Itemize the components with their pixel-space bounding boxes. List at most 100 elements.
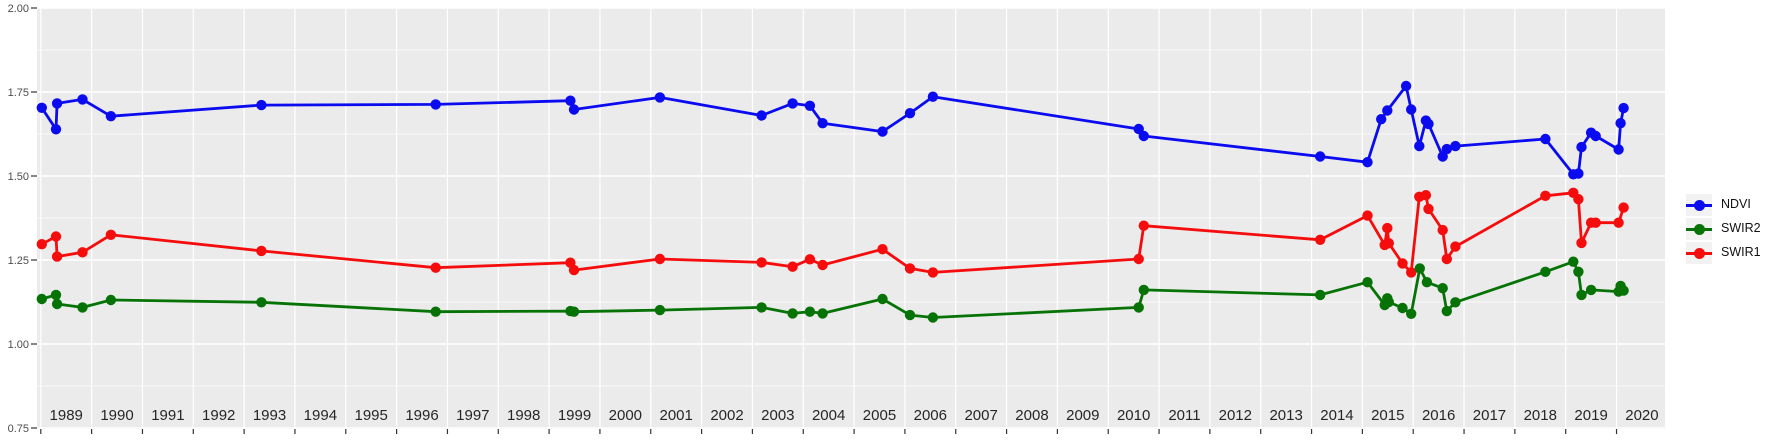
data-point-NDVI <box>1540 133 1551 145</box>
data-point-SWIR2 <box>1540 266 1551 277</box>
x-axis-label: 2017 <box>1473 407 1506 424</box>
x-axis-label: 1999 <box>558 407 591 424</box>
data-point-NDVI <box>1406 104 1417 115</box>
data-point-SWIR2 <box>817 308 828 319</box>
x-axis-label: 2004 <box>812 407 845 424</box>
x-axis-label: 2005 <box>863 407 896 424</box>
data-point-SWIR2 <box>50 289 62 301</box>
data-point-SWIR2 <box>36 293 47 305</box>
x-axis-label: 2014 <box>1320 407 1353 424</box>
x-axis-label: 2012 <box>1219 407 1252 424</box>
data-point-SWIR1 <box>1138 220 1150 231</box>
data-point-SWIR1 <box>654 253 666 265</box>
data-point-SWIR2 <box>1585 284 1597 296</box>
data-point-SWIR2 <box>1397 302 1408 314</box>
data-point-SWIR2 <box>1576 289 1587 301</box>
data-point-SWIR2 <box>568 306 580 317</box>
data-point-SWIR2 <box>877 293 888 305</box>
data-point-SWIR1 <box>904 263 916 274</box>
x-axis-label: 2018 <box>1524 407 1557 424</box>
data-point-NDVI <box>787 98 798 109</box>
x-axis-label: 2010 <box>1117 407 1150 424</box>
legend-key-dot <box>1694 199 1705 211</box>
x-axis-label: 2003 <box>761 407 794 424</box>
legend-key-icon <box>1686 241 1712 264</box>
data-point-NDVI <box>1441 143 1453 155</box>
data-point-SWIR2 <box>1573 266 1584 277</box>
x-axis-label: 2002 <box>710 407 743 424</box>
legend-label: SWIR1 <box>1721 245 1761 260</box>
y-axis-label: 1.25 <box>8 255 29 267</box>
data-point-SWIR2 <box>787 308 798 319</box>
data-point-SWIR2 <box>1383 296 1395 308</box>
data-point-SWIR2 <box>1568 256 1579 267</box>
data-point-SWIR1 <box>817 259 828 271</box>
data-point-NDVI <box>877 126 888 137</box>
x-axis-label: 2009 <box>1066 407 1099 424</box>
data-point-NDVI <box>817 118 828 129</box>
data-point-SWIR2 <box>654 304 666 316</box>
x-axis-label: 2019 <box>1574 407 1607 424</box>
data-point-SWIR2 <box>1450 297 1461 308</box>
x-axis-label: 2001 <box>659 407 692 424</box>
data-point-SWIR1 <box>1441 253 1453 265</box>
data-point-SWIR1 <box>1540 190 1551 201</box>
data-point-SWIR1 <box>1397 258 1408 269</box>
data-point-SWIR1 <box>1618 202 1629 213</box>
x-axis-label: 1989 <box>50 407 83 424</box>
y-axis-label: 1.75 <box>8 87 29 99</box>
data-point-NDVI <box>927 91 939 102</box>
data-point-NDVI <box>1362 157 1373 168</box>
data-point-SWIR1 <box>256 245 267 257</box>
data-point-NDVI <box>1414 140 1425 152</box>
data-point-SWIR1 <box>1315 234 1326 245</box>
data-point-SWIR2 <box>1441 305 1453 317</box>
data-point-SWIR1 <box>105 229 117 240</box>
data-point-SWIR1 <box>51 251 63 262</box>
data-point-SWIR2 <box>1138 284 1150 296</box>
data-point-SWIR2 <box>1315 289 1326 301</box>
data-point-SWIR1 <box>1362 210 1373 221</box>
data-point-SWIR1 <box>1613 217 1624 228</box>
data-point-SWIR1 <box>77 247 88 258</box>
x-axis-label: 2008 <box>1015 407 1048 424</box>
x-axis-label: 1995 <box>355 407 388 424</box>
x-axis-label: 1997 <box>456 407 489 424</box>
legend-key-dot <box>1694 223 1705 235</box>
data-point-NDVI <box>1315 151 1326 162</box>
x-axis-label: 2011 <box>1168 407 1200 424</box>
panel-background <box>37 8 1665 429</box>
data-point-SWIR1 <box>1450 241 1461 252</box>
legend-key-icon <box>1686 217 1712 240</box>
data-point-NDVI <box>105 111 117 122</box>
x-axis-label: 2020 <box>1625 407 1658 424</box>
data-point-SWIR2 <box>1362 277 1373 288</box>
data-point-SWIR2 <box>430 306 441 317</box>
legend-item-ndvi: NDVI <box>1686 193 1761 216</box>
data-point-NDVI <box>77 94 88 105</box>
x-axis-label: 2013 <box>1269 407 1302 424</box>
legend-item-swir1: SWIR1 <box>1686 241 1761 264</box>
data-point-SWIR1 <box>1383 238 1395 249</box>
legend-item-swir2: SWIR2 <box>1686 217 1761 240</box>
x-axis-label: 1994 <box>304 407 337 424</box>
data-point-NDVI <box>568 104 580 115</box>
x-axis-label: 2007 <box>964 407 997 424</box>
legend-key-icon <box>1686 193 1712 216</box>
data-point-NDVI <box>1400 80 1412 92</box>
series-line-SWIR1 <box>40 191 1625 274</box>
legend-label: NDVI <box>1721 197 1751 212</box>
data-point-NDVI <box>1450 140 1461 152</box>
data-point-SWIR2 <box>256 297 267 308</box>
data-point-NDVI <box>1576 141 1587 153</box>
x-axis-label: 1992 <box>202 407 235 424</box>
data-point-NDVI <box>565 95 576 106</box>
y-axis-label: 0.75 <box>8 423 29 435</box>
data-point-SWIR1 <box>1382 222 1393 234</box>
data-point-NDVI <box>256 99 267 111</box>
data-point-NDVI <box>430 99 441 110</box>
data-point-SWIR1 <box>787 261 798 272</box>
legend-key-dot <box>1694 247 1705 259</box>
data-point-SWIR2 <box>1406 308 1417 319</box>
